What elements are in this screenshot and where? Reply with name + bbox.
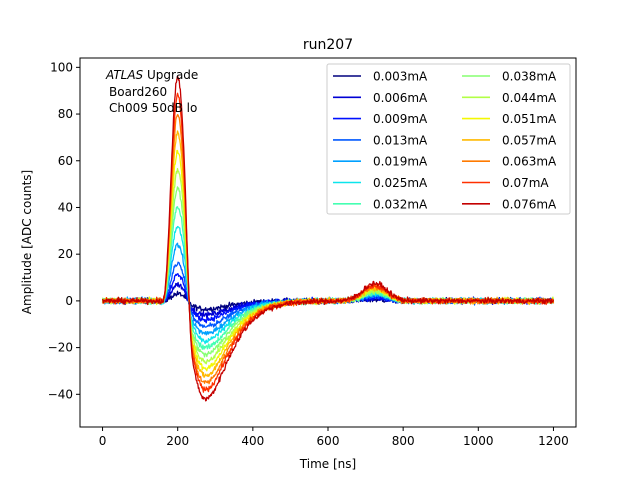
legend-label: 0.032mA	[373, 197, 428, 211]
x-tick-label: 1000	[463, 434, 494, 448]
y-tick-label: 40	[58, 200, 73, 214]
x-tick-label: 0	[99, 434, 107, 448]
legend-label: 0.003mA	[373, 70, 428, 84]
x-axis: 0 200 400 600 800 1000 1200	[99, 427, 569, 448]
legend-label: 0.009mA	[373, 112, 428, 126]
series-layer	[101, 75, 555, 402]
y-tick-label: 100	[50, 60, 73, 74]
x-tick-label: 400	[241, 434, 264, 448]
x-tick-label: 600	[317, 434, 340, 448]
x-axis-label: Time [ns]	[299, 457, 356, 471]
y-axis: 100 80 60 40 20 0 −20 −40	[48, 60, 80, 401]
legend-label: 0.013mA	[373, 133, 428, 147]
annotation-line-1: ATLAS Upgrade	[105, 68, 198, 82]
annotation-upgrade: Upgrade	[143, 68, 198, 82]
legend-label: 0.025mA	[373, 176, 428, 190]
chart-title: run207	[303, 37, 353, 53]
legend-label: 0.063mA	[502, 155, 557, 169]
y-tick-label: 60	[58, 154, 73, 168]
annotation-line-2: Board260	[109, 85, 167, 99]
x-tick-label: 800	[392, 434, 415, 448]
x-tick-label: 200	[166, 434, 189, 448]
y-tick-label: −40	[48, 387, 73, 401]
y-tick-label: 0	[65, 294, 73, 308]
y-tick-label: −20	[48, 341, 73, 355]
x-tick-label: 1200	[538, 434, 569, 448]
annotation-line-3: Ch009 50dB lo	[109, 101, 197, 115]
legend-label: 0.07mA	[502, 176, 549, 190]
legend-label: 0.019mA	[373, 155, 428, 169]
legend-label: 0.051mA	[502, 112, 557, 126]
y-axis-label: Amplitude [ADC counts]	[20, 170, 34, 314]
annotation-atlas: ATLAS	[105, 68, 144, 82]
legend-box	[326, 63, 571, 215]
y-tick-label: 20	[58, 247, 73, 261]
annotation: ATLAS Upgrade Board260 Ch009 50dB lo	[105, 68, 198, 115]
series-line	[101, 75, 555, 402]
legend-label: 0.044mA	[502, 91, 557, 105]
legend: 0.003mA 0.006mA 0.009mA 0.013mA 0.019mA 0.025…	[326, 63, 571, 215]
legend-label: 0.076mA	[502, 197, 557, 211]
legend-label: 0.038mA	[502, 70, 557, 84]
y-tick-label: 80	[58, 107, 73, 121]
legend-label: 0.006mA	[373, 91, 428, 105]
series-line	[101, 114, 555, 385]
legend-label: 0.057mA	[502, 133, 557, 147]
